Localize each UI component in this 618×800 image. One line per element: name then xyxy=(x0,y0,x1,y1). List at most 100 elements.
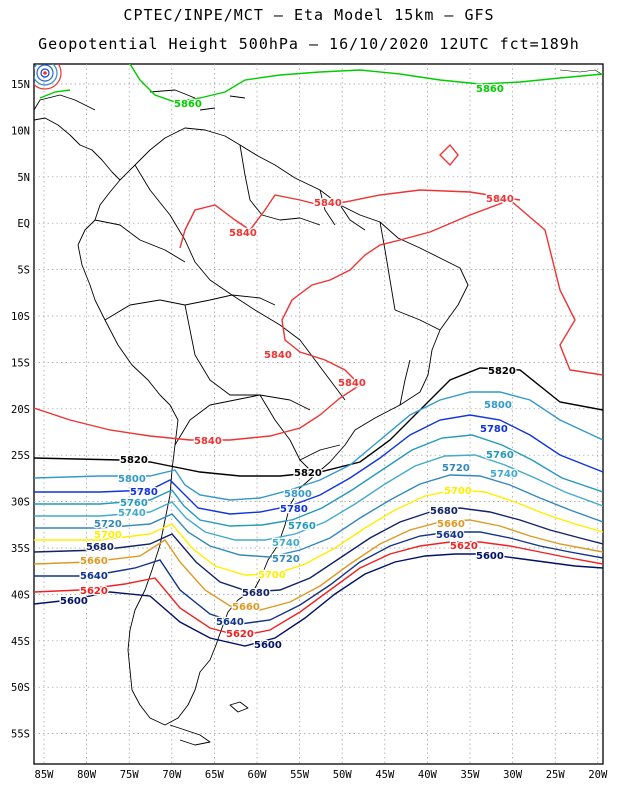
contour-label: 5620 xyxy=(450,541,478,552)
contour-5620 xyxy=(34,541,603,637)
contour-lines xyxy=(34,64,603,647)
contour-label: 5740 xyxy=(490,469,518,480)
contour-label: 5680 xyxy=(430,506,458,517)
contour-label: 5740 xyxy=(118,508,146,519)
contour-label: 5760 xyxy=(288,521,316,532)
contour-label: 5660 xyxy=(232,602,260,613)
contour-label: 5700 xyxy=(444,486,472,497)
lat-tick-label: 25S xyxy=(11,450,30,462)
graticule xyxy=(34,64,603,764)
contour-5660 xyxy=(34,519,603,611)
contour-label: 5840 xyxy=(486,194,514,205)
contour-label: 5840 xyxy=(314,198,342,209)
contour-label: 5720 xyxy=(272,554,300,565)
contour-label: 5760 xyxy=(120,498,148,509)
contour-5640 xyxy=(34,531,603,625)
contour-label: 5620 xyxy=(80,586,108,597)
contour-label: 5720 xyxy=(442,463,470,474)
contour-labels: 5860 5860 5840 5840 5840 5840 5840 5840 … xyxy=(59,83,519,653)
lon-tick-label: 50W xyxy=(333,769,353,781)
lon-tick-label: 40W xyxy=(418,769,438,781)
contour-5840-c xyxy=(439,143,459,167)
africa-coast xyxy=(559,69,603,76)
lon-tick-label: 85W xyxy=(35,769,55,781)
contour-5860-b xyxy=(39,89,71,99)
map-frame xyxy=(33,63,604,765)
lon-tick-label: 25W xyxy=(546,769,566,781)
lat-tick-label: 5S xyxy=(17,265,30,277)
lon-tick-label: 65W xyxy=(205,769,225,781)
lat-tick-label: 30S xyxy=(11,497,30,509)
contour-label: 5820 xyxy=(120,455,148,466)
lon-tick-label: 60W xyxy=(248,769,268,781)
contour-label: 5640 xyxy=(80,571,108,582)
contour-label: 5820 xyxy=(294,468,322,479)
contour-label: 5860 xyxy=(476,84,504,95)
contour-label: 5820 xyxy=(488,366,516,377)
lat-tick-label: 55S xyxy=(11,729,30,741)
lat-tick-label: EQ xyxy=(17,218,30,230)
lat-tick-label: 45S xyxy=(11,636,30,648)
lat-tick-label: 10N xyxy=(11,125,30,137)
contour-5780 xyxy=(34,414,603,515)
contour-5720 xyxy=(34,474,603,558)
contour-5860 xyxy=(129,64,603,103)
lat-tick-label: 40S xyxy=(11,589,30,601)
contour-5760 xyxy=(34,434,603,527)
contour-label: 5600 xyxy=(60,596,88,607)
contour-label: 5700 xyxy=(94,530,122,541)
contour-label: 5840 xyxy=(194,436,222,447)
contour-5600 xyxy=(34,553,603,647)
contour-5700 xyxy=(34,489,603,576)
contour-label: 5700 xyxy=(258,570,286,581)
contour-label: 5800 xyxy=(118,474,146,485)
contour-label: 5660 xyxy=(437,519,465,530)
contour-label: 5840 xyxy=(338,378,366,389)
contour-label: 5640 xyxy=(436,530,464,541)
contour-label: 5760 xyxy=(486,450,514,461)
contour-label: 5780 xyxy=(130,487,158,498)
contour-label: 5800 xyxy=(284,489,312,500)
lat-tick-label: 15N xyxy=(11,79,30,91)
contour-5740 xyxy=(34,454,603,541)
contour-label: 5640 xyxy=(216,617,244,628)
lat-tick-label: 15S xyxy=(11,357,30,369)
contour-5840 xyxy=(34,199,603,441)
longitude-labels: 85W 80W 75W 70W 65W 60W 55W 50W 45W 40W 35W 30W 25W 2… xyxy=(35,769,608,781)
lon-tick-label: 45W xyxy=(375,769,395,781)
contour-label: 5680 xyxy=(242,588,270,599)
contour-5800 xyxy=(34,391,603,501)
lon-tick-label: 55W xyxy=(290,769,310,781)
contour-label: 5860 xyxy=(174,99,202,110)
lon-tick-label: 35W xyxy=(461,769,481,781)
lon-tick-label: 30W xyxy=(503,769,523,781)
contour-label: 5840 xyxy=(229,228,257,239)
contour-label: 5720 xyxy=(94,519,122,530)
chart-title: CPTEC/INPE/MCT – Eta Model 15km – GFS xyxy=(123,6,495,24)
lat-tick-label: 5N xyxy=(17,172,30,184)
contour-5840-b xyxy=(179,189,521,249)
contour-label: 5620 xyxy=(226,629,254,640)
contour-label: 5800 xyxy=(484,400,512,411)
lat-tick-label: 50S xyxy=(11,682,30,694)
lon-tick-label: 75W xyxy=(120,769,140,781)
lat-tick-label: 35S xyxy=(11,543,30,555)
contour-label: 5660 xyxy=(80,556,108,567)
latitude-labels: 15N 10N 5N EQ 5S 10S 15S 20S 25S 30S 35S 40S 45S 50S 5… xyxy=(11,79,30,741)
contour-5820 xyxy=(34,367,603,477)
contour-label: 5680 xyxy=(86,542,114,553)
lon-tick-label: 70W xyxy=(162,769,182,781)
high-pressure-center xyxy=(34,64,62,90)
contour-label: 5780 xyxy=(280,504,308,515)
contour-label: 5600 xyxy=(254,640,282,651)
contour-label: 5780 xyxy=(480,424,508,435)
contour-5680 xyxy=(34,507,603,593)
lat-tick-label: 20S xyxy=(11,404,30,416)
contour-label: 5740 xyxy=(272,538,300,549)
lon-tick-label: 80W xyxy=(77,769,97,781)
lon-tick-label: 20W xyxy=(588,769,608,781)
contour-label: 5840 xyxy=(264,350,292,361)
lat-tick-label: 10S xyxy=(11,311,30,323)
chart-subtitle: Geopotential Height 500hPa – 16/10/2020 … xyxy=(38,35,580,53)
